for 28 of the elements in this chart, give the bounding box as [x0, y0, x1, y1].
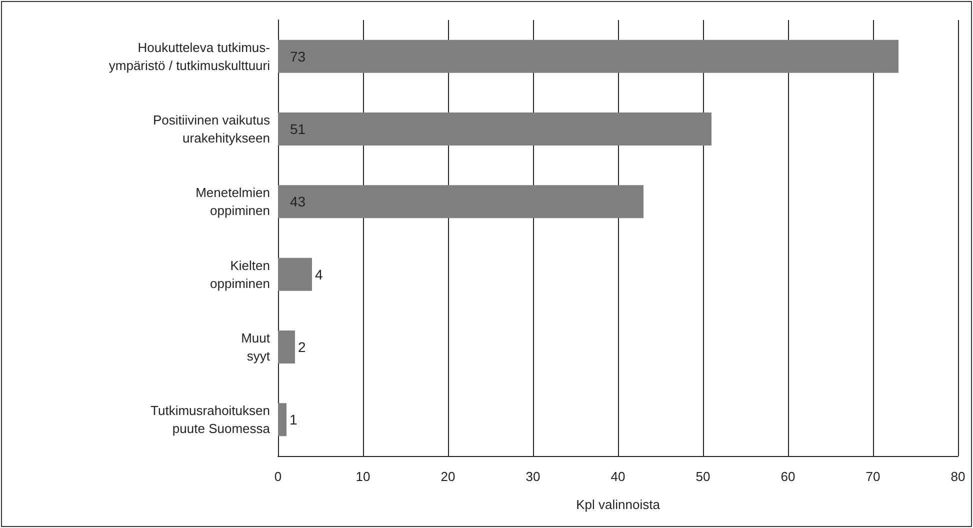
x-tick-label: 10 — [356, 469, 370, 484]
x-tick-label: 40 — [610, 469, 626, 484]
y-tick-label: Tutkimusrahoituksen puute Suomessa — [150, 403, 271, 436]
x-tick-label: 20 — [440, 469, 456, 484]
data-label: 51 — [290, 121, 306, 137]
x-tick-label: 60 — [780, 469, 796, 484]
y-tick-label: Kielten oppiminen — [210, 258, 270, 291]
bar — [278, 258, 312, 291]
bar — [278, 112, 712, 146]
data-label: 1 — [290, 412, 298, 428]
data-label: 2 — [298, 339, 306, 355]
x-tick-label: 0 — [274, 469, 282, 484]
x-axis-title: Kpl valinnoista — [576, 497, 661, 512]
x-tick-label: 50 — [696, 469, 710, 484]
y-tick-label: Houkutteleva tutkimus- ympäristö / tutkimuskulttuuri — [108, 40, 270, 73]
data-label: 4 — [315, 266, 323, 282]
data-label: 73 — [290, 48, 306, 64]
data-label: 43 — [290, 194, 306, 210]
bar — [278, 185, 644, 218]
x-tick-label: 30 — [526, 469, 540, 484]
bar — [278, 40, 898, 73]
y-tick-label: Menetelmien oppiminen — [196, 185, 270, 218]
bar — [278, 330, 295, 364]
bar — [278, 403, 286, 436]
y-tick-label: Positiivinen vaikutus urakehitykseen — [152, 112, 270, 146]
x-tick-label: 70 — [866, 469, 880, 484]
y-tick-label: Muut syyt — [241, 330, 270, 364]
x-tick-label: 80 — [950, 469, 966, 484]
